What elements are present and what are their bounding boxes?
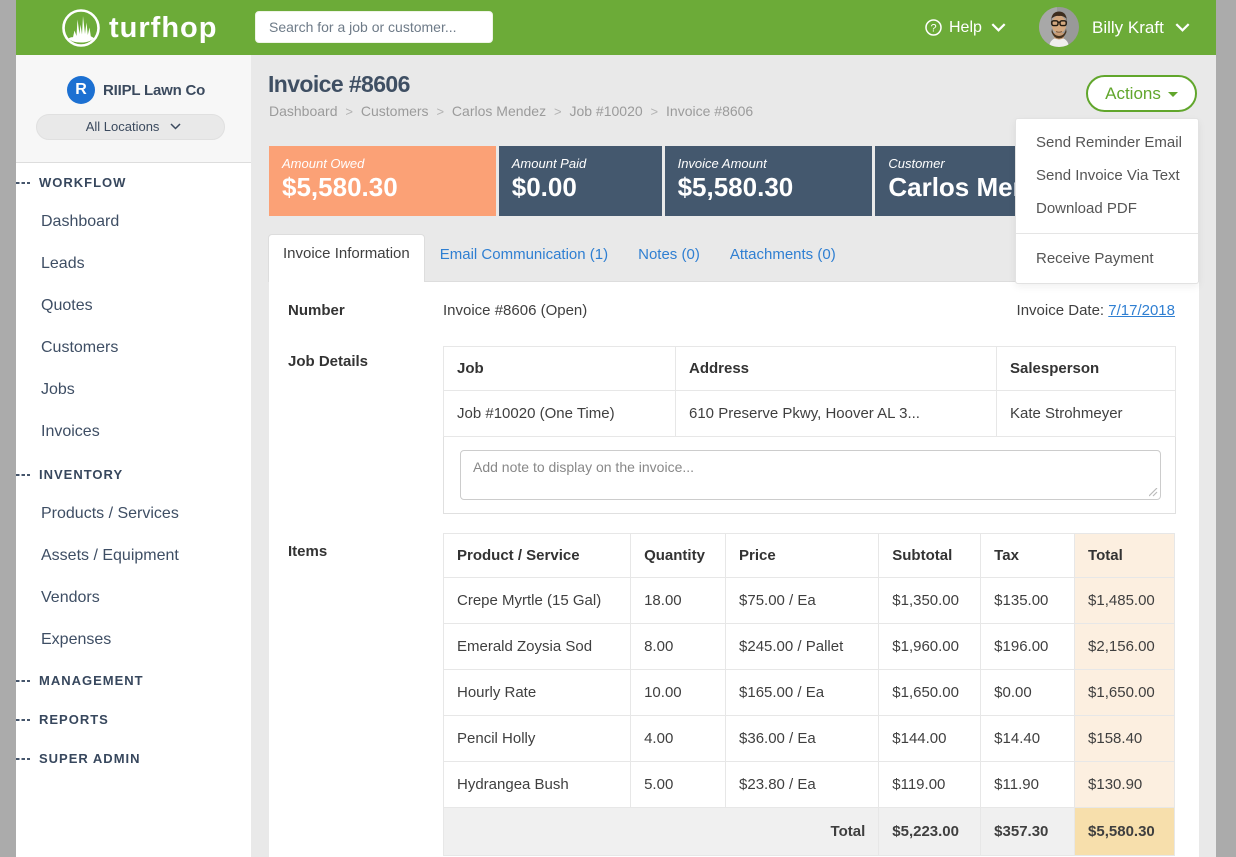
svg-text:?: ? [930,23,936,35]
